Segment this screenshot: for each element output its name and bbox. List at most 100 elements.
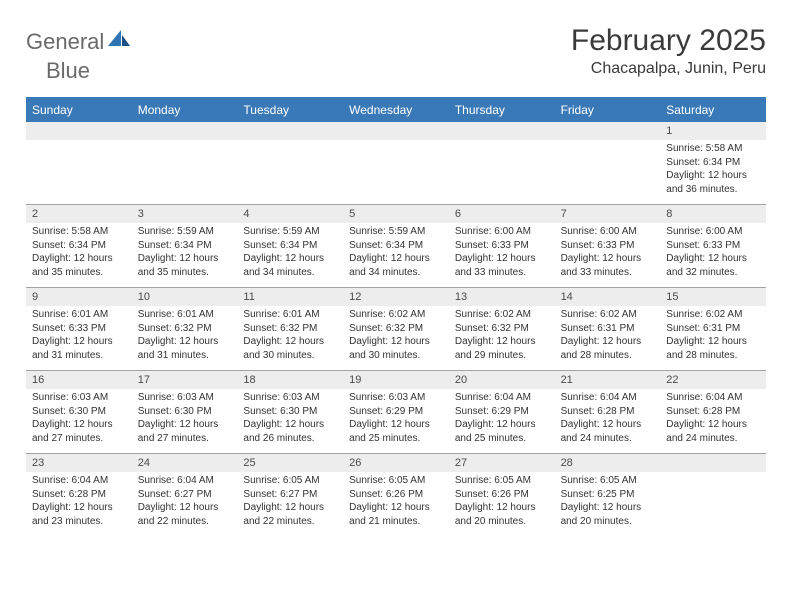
day-number: 27 [449,454,555,472]
sunrise-text: Sunrise: 6:05 AM [455,474,549,488]
sunrise-text: Sunrise: 6:05 AM [243,474,337,488]
day-cell: Sunrise: 6:00 AMSunset: 6:33 PMDaylight:… [449,223,555,287]
sunset-text: Sunset: 6:27 PM [138,488,232,502]
sunrise-text: Sunrise: 5:59 AM [243,225,337,239]
week-daynum-row: 1 [26,122,766,140]
day-cell: Sunrise: 6:02 AMSunset: 6:31 PMDaylight:… [555,306,661,370]
day-cell: Sunrise: 6:01 AMSunset: 6:32 PMDaylight:… [132,306,238,370]
day-number: 23 [26,454,132,472]
day-cell: Sunrise: 6:03 AMSunset: 6:30 PMDaylight:… [26,389,132,453]
daylight-text: Daylight: 12 hours and 27 minutes. [32,418,126,445]
sunrise-text: Sunrise: 6:04 AM [455,391,549,405]
daylight-text: Daylight: 12 hours and 33 minutes. [561,252,655,279]
day-of-week-header: Sunday Monday Tuesday Wednesday Thursday… [26,99,766,122]
sunrise-text: Sunrise: 6:04 AM [561,391,655,405]
sunset-text: Sunset: 6:34 PM [349,239,443,253]
sunset-text: Sunset: 6:34 PM [138,239,232,253]
sunset-text: Sunset: 6:30 PM [32,405,126,419]
sunrise-text: Sunrise: 5:59 AM [138,225,232,239]
day-number: 28 [555,454,661,472]
sunrise-text: Sunrise: 6:02 AM [666,308,760,322]
sunset-text: Sunset: 6:32 PM [138,322,232,336]
day-cell: Sunrise: 6:05 AMSunset: 6:26 PMDaylight:… [343,472,449,536]
sunset-text: Sunset: 6:33 PM [666,239,760,253]
sunset-text: Sunset: 6:30 PM [243,405,337,419]
day-number: 26 [343,454,449,472]
week-body-row: Sunrise: 6:01 AMSunset: 6:33 PMDaylight:… [26,306,766,370]
sunrise-text: Sunrise: 6:03 AM [138,391,232,405]
day-number: 15 [660,288,766,306]
daylight-text: Daylight: 12 hours and 23 minutes. [32,501,126,528]
sunrise-text: Sunrise: 6:00 AM [561,225,655,239]
day-cell: Sunrise: 5:59 AMSunset: 6:34 PMDaylight:… [132,223,238,287]
day-cell [343,140,449,204]
logo-text-1: General [26,31,104,53]
sunrise-text: Sunrise: 6:02 AM [455,308,549,322]
sunset-text: Sunset: 6:32 PM [349,322,443,336]
sunset-text: Sunset: 6:34 PM [243,239,337,253]
day-number: 17 [132,371,238,389]
day-cell: Sunrise: 6:02 AMSunset: 6:32 PMDaylight:… [343,306,449,370]
day-cell [555,140,661,204]
sunrise-text: Sunrise: 6:04 AM [138,474,232,488]
daylight-text: Daylight: 12 hours and 22 minutes. [138,501,232,528]
daylight-text: Daylight: 12 hours and 36 minutes. [666,169,760,196]
sunset-text: Sunset: 6:31 PM [666,322,760,336]
sunrise-text: Sunrise: 6:01 AM [138,308,232,322]
day-number: 20 [449,371,555,389]
day-number [26,122,132,140]
day-number [555,122,661,140]
daylight-text: Daylight: 12 hours and 24 minutes. [561,418,655,445]
day-number: 11 [237,288,343,306]
day-number: 7 [555,205,661,223]
daylight-text: Daylight: 12 hours and 33 minutes. [455,252,549,279]
day-number: 13 [449,288,555,306]
day-number: 24 [132,454,238,472]
sunset-text: Sunset: 6:28 PM [32,488,126,502]
day-cell [26,140,132,204]
sunset-text: Sunset: 6:30 PM [138,405,232,419]
day-number: 6 [449,205,555,223]
day-number [449,122,555,140]
day-cell: Sunrise: 5:58 AMSunset: 6:34 PMDaylight:… [26,223,132,287]
sunrise-text: Sunrise: 6:01 AM [243,308,337,322]
day-cell: Sunrise: 6:02 AMSunset: 6:32 PMDaylight:… [449,306,555,370]
daylight-text: Daylight: 12 hours and 28 minutes. [666,335,760,362]
sunrise-text: Sunrise: 6:02 AM [561,308,655,322]
sunrise-text: Sunrise: 6:00 AM [455,225,549,239]
day-number: 8 [660,205,766,223]
daylight-text: Daylight: 12 hours and 32 minutes. [666,252,760,279]
daylight-text: Daylight: 12 hours and 25 minutes. [349,418,443,445]
sunset-text: Sunset: 6:33 PM [561,239,655,253]
day-number: 10 [132,288,238,306]
day-cell: Sunrise: 6:03 AMSunset: 6:30 PMDaylight:… [132,389,238,453]
day-number [660,454,766,472]
day-cell: Sunrise: 6:05 AMSunset: 6:26 PMDaylight:… [449,472,555,536]
day-cell: Sunrise: 6:04 AMSunset: 6:28 PMDaylight:… [26,472,132,536]
day-number: 2 [26,205,132,223]
dow-saturday: Saturday [660,99,766,122]
sunrise-text: Sunrise: 6:03 AM [243,391,337,405]
day-cell [449,140,555,204]
week-body-row: Sunrise: 5:58 AMSunset: 6:34 PMDaylight:… [26,140,766,204]
month-title: February 2025 [571,24,766,58]
daylight-text: Daylight: 12 hours and 35 minutes. [32,252,126,279]
day-number: 5 [343,205,449,223]
sunrise-text: Sunrise: 6:01 AM [32,308,126,322]
dow-thursday: Thursday [449,99,555,122]
dow-tuesday: Tuesday [237,99,343,122]
logo-text-2: Blue [26,58,90,83]
daylight-text: Daylight: 12 hours and 30 minutes. [243,335,337,362]
day-cell: Sunrise: 6:02 AMSunset: 6:31 PMDaylight:… [660,306,766,370]
day-number [237,122,343,140]
day-number [343,122,449,140]
daylight-text: Daylight: 12 hours and 25 minutes. [455,418,549,445]
daylight-text: Daylight: 12 hours and 26 minutes. [243,418,337,445]
day-number: 18 [237,371,343,389]
day-number: 3 [132,205,238,223]
day-number: 16 [26,371,132,389]
sunrise-text: Sunrise: 6:03 AM [32,391,126,405]
day-number: 21 [555,371,661,389]
daylight-text: Daylight: 12 hours and 34 minutes. [243,252,337,279]
week-daynum-row: 2345678 [26,204,766,223]
